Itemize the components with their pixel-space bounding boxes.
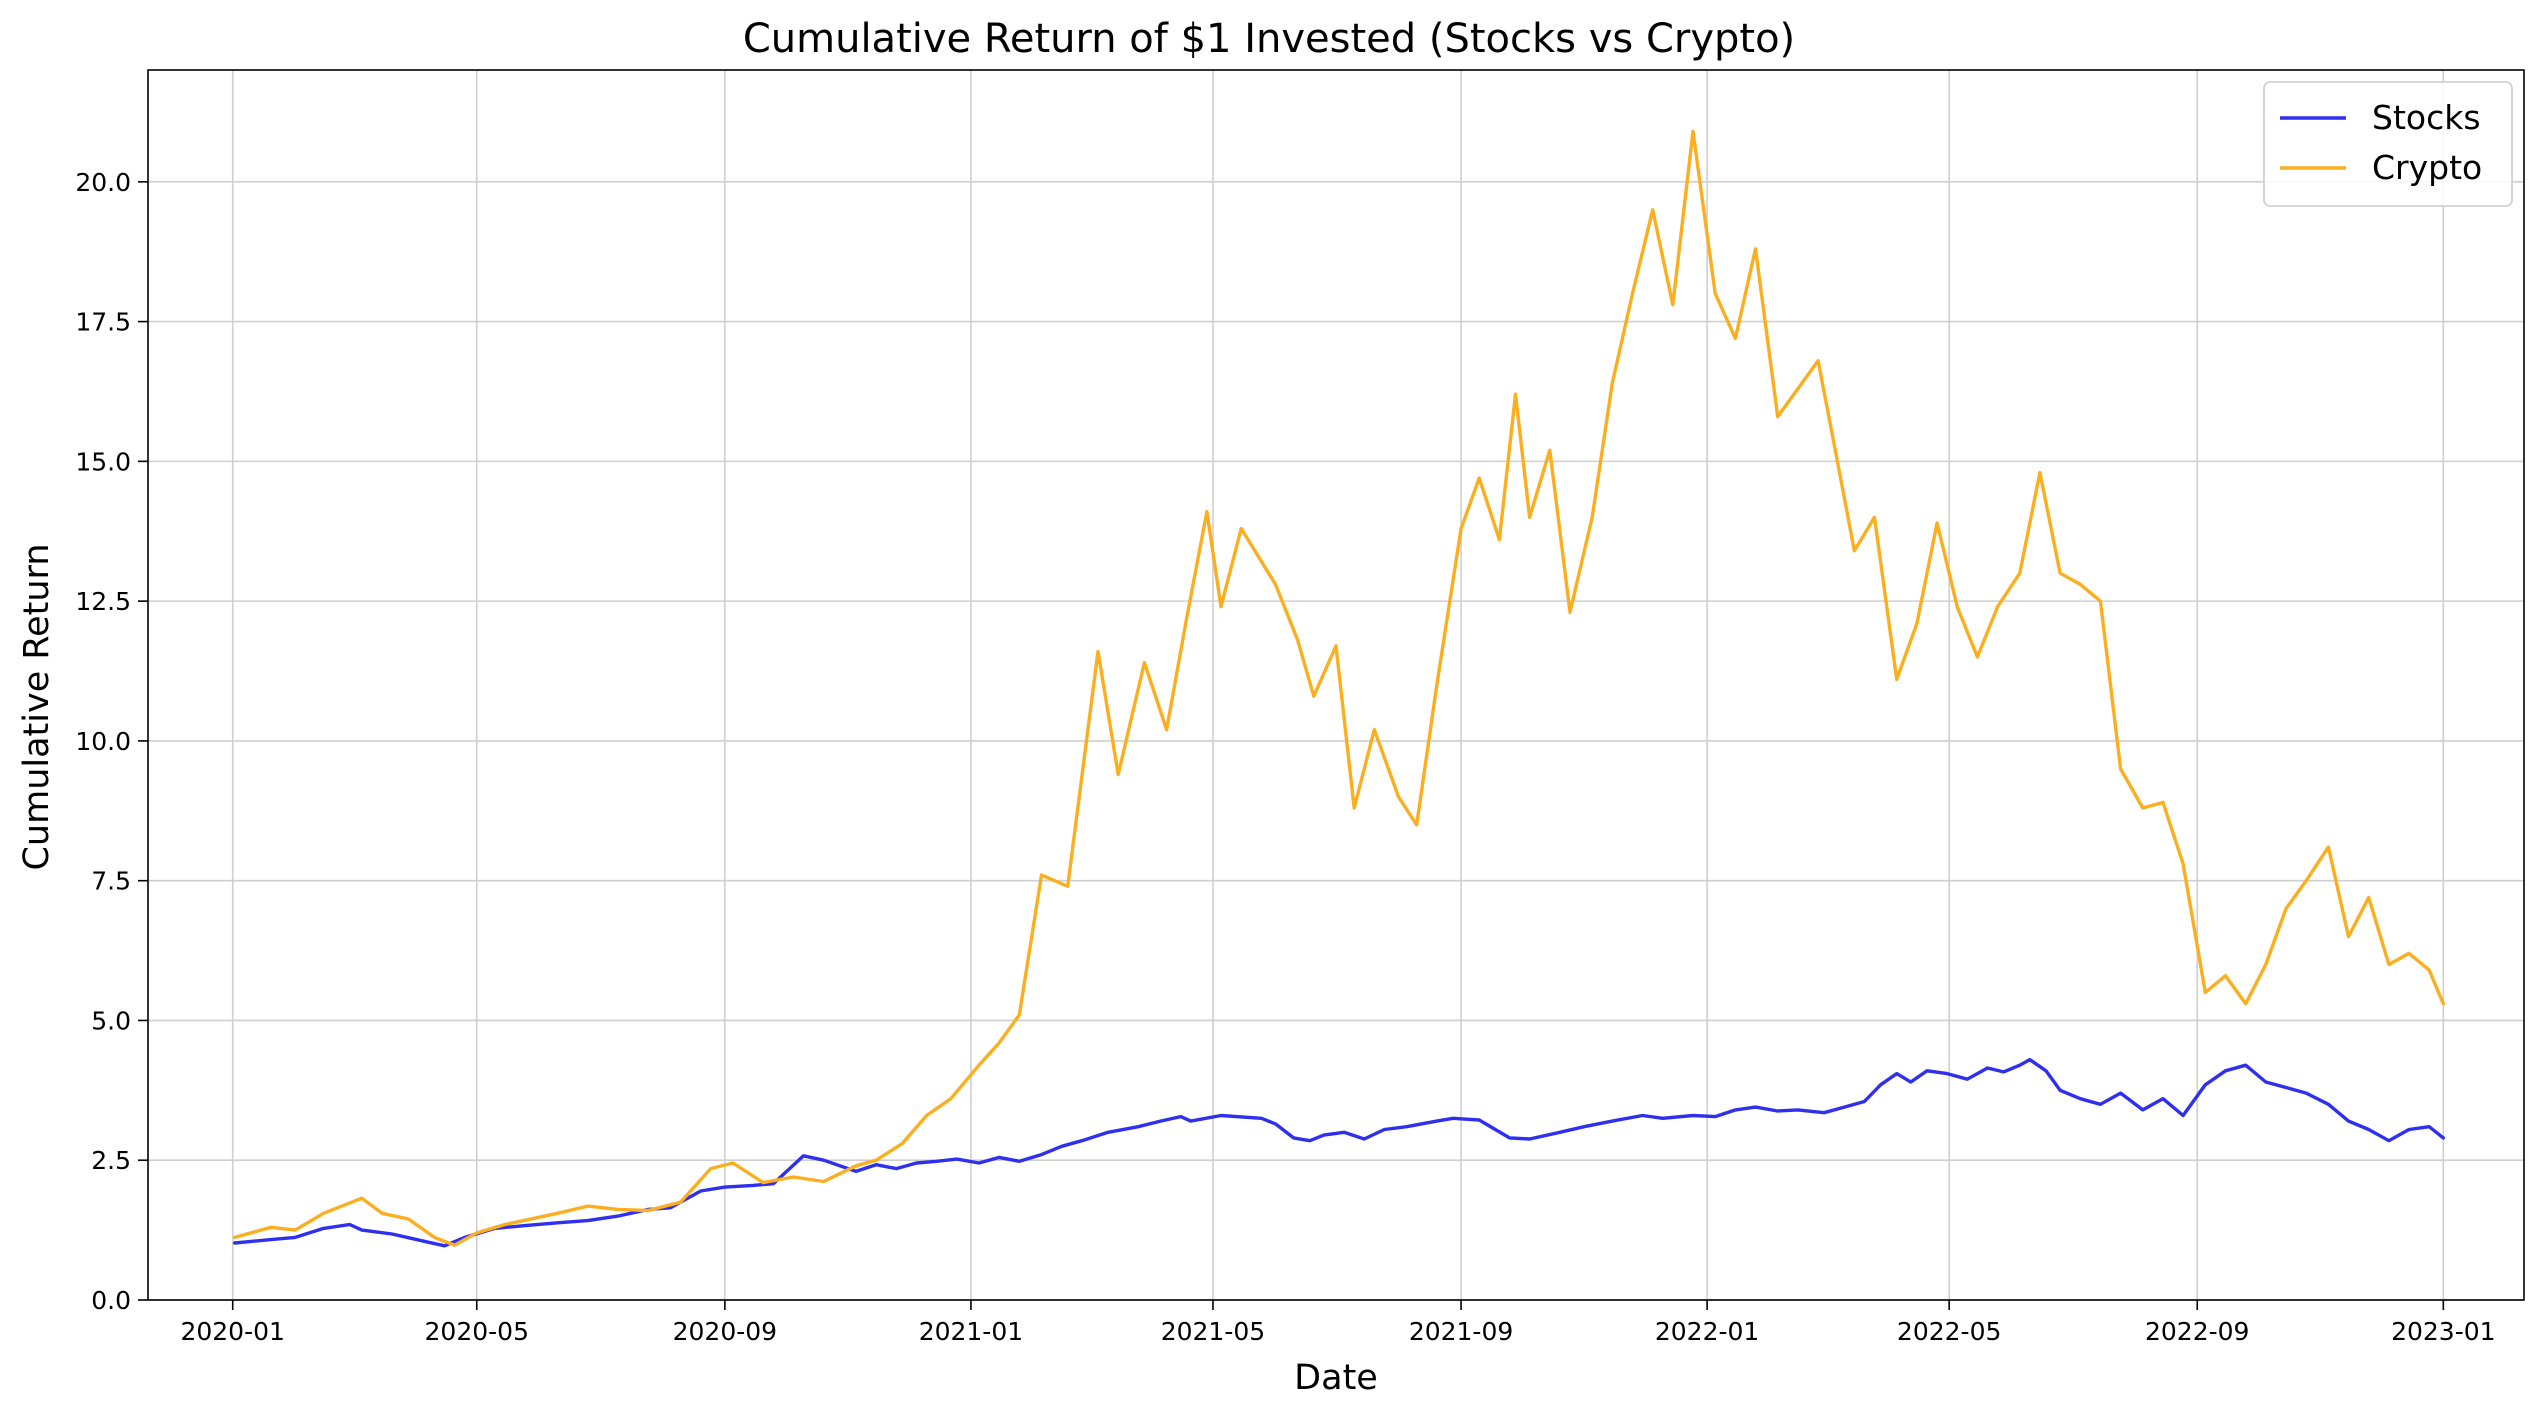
crypto-line [233,129,2445,1247]
stocks-line [233,1057,2445,1248]
x-tick-label: 2022-01 [1655,1317,1759,1346]
y-tick-label: 17.5 [75,308,131,337]
x-tick-label: 2022-09 [2145,1317,2249,1346]
x-tick-label: 2021-09 [1409,1317,1513,1346]
y-tick-label: 10.0 [75,727,131,756]
y-axis: 0.0 2.5 5.0 7.5 10.0 12.5 15.0 17.5 20.0 [75,168,148,1315]
y-tick-label: 15.0 [75,447,131,476]
series-layer [233,129,2445,1248]
chart-title: Cumulative Return of $1 Invested (Stocks… [743,16,1795,62]
legend-label-crypto: Crypto [2372,148,2482,187]
x-tick-label: 2020-01 [180,1317,284,1346]
x-tick-label: 2023-01 [2391,1317,2495,1346]
y-tick-label: 2.5 [91,1146,131,1175]
y-tick-label: 12.5 [75,587,131,616]
x-tick-label: 2021-05 [1161,1317,1265,1346]
y-axis-label: Cumulative Return [17,543,57,870]
plot-frame [147,69,2525,1301]
legend-label-stocks: Stocks [2372,98,2481,137]
x-axis: 2020-01 2020-05 2020-09 2021-01 2021-05 2021-… [180,1300,2496,1346]
x-axis-label: Date [1294,1358,1378,1398]
x-tick-label: 2022-05 [1897,1317,2001,1346]
x-tick-label: 2020-05 [425,1317,529,1346]
x-tick-label: 2020-09 [673,1317,777,1346]
y-tick-label: 5.0 [91,1006,131,1035]
x-tick-label: 2021-01 [919,1317,1023,1346]
y-tick-label: 20.0 [75,168,131,197]
y-tick-label: 7.5 [91,867,131,896]
legend: Stocks Crypto [2263,81,2513,207]
legend-box [2263,81,2513,207]
y-tick-label: 0.0 [91,1286,131,1315]
